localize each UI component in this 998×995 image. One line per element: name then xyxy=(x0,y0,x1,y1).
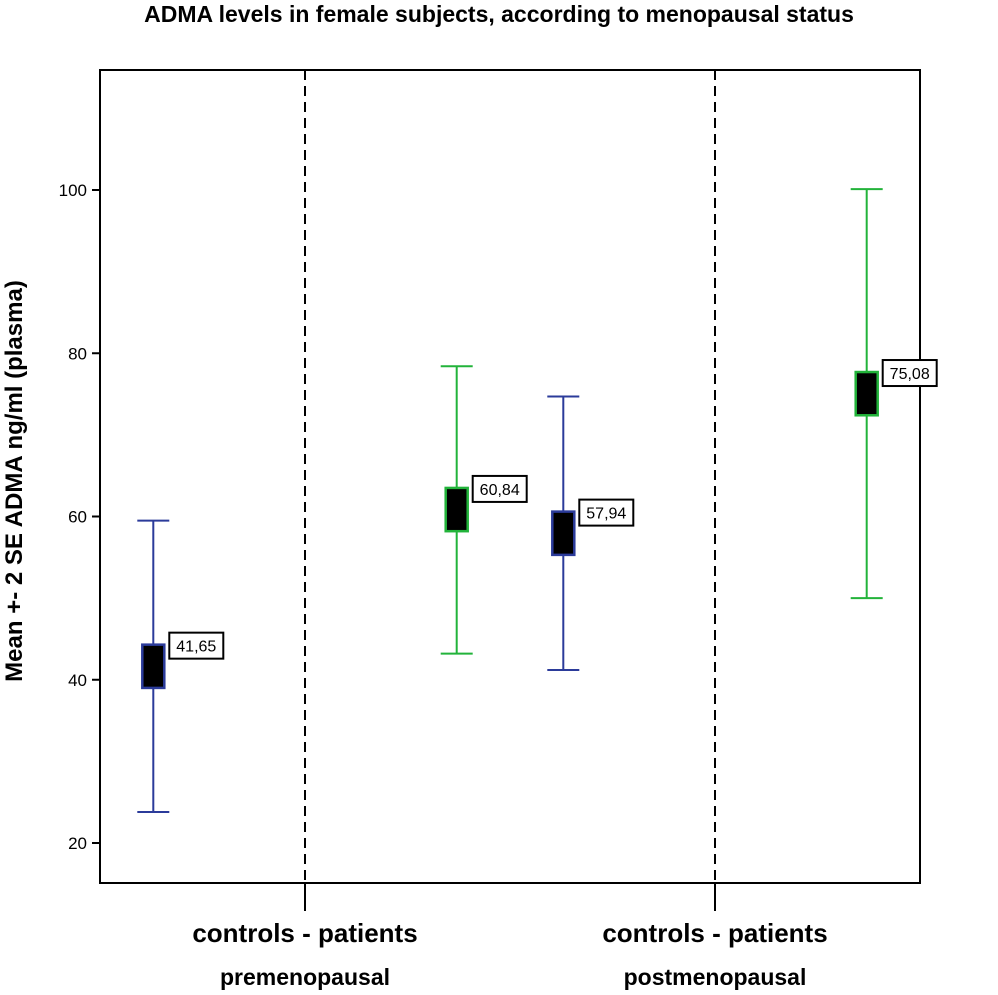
mean-data-label: 57,94 xyxy=(586,506,626,523)
y-tick-label: 20 xyxy=(68,834,87,853)
errorbar-controls-group1: 57,94 xyxy=(547,395,635,671)
chart-title: ADMA levels in female subjects, accordin… xyxy=(144,1,854,27)
errorbar-controls-group0: 41,65 xyxy=(137,519,225,813)
mean-marker xyxy=(444,486,469,533)
plot-frame xyxy=(99,69,921,884)
errorbar-patients-group1: 75,08 xyxy=(850,188,938,600)
mean-label-box xyxy=(471,474,528,503)
y-tick-label: 80 xyxy=(68,344,87,363)
mean-marker xyxy=(141,643,166,690)
errorbar-patients-group0: 60,84 xyxy=(440,365,528,655)
mean-label-box xyxy=(578,498,635,527)
x-group-label: postmenopausal xyxy=(624,964,807,990)
x-group-label: premenopausal xyxy=(220,964,390,990)
y-tick-label: 100 xyxy=(59,181,87,200)
mean-marker xyxy=(854,370,879,417)
x-category-label: controls - patients xyxy=(192,918,417,948)
y-axis-label: Mean +- 2 SE ADMA ng/ml (plasma) xyxy=(1,280,28,682)
y-tick-label: 40 xyxy=(68,671,87,690)
mean-label-box xyxy=(881,359,938,388)
mean-data-label: 60,84 xyxy=(480,482,520,499)
mean-data-label: 41,65 xyxy=(176,639,216,656)
mean-data-label: 75,08 xyxy=(890,366,930,383)
mean-marker xyxy=(551,510,576,557)
mean-label-box xyxy=(168,631,225,660)
y-tick-label: 60 xyxy=(68,508,87,527)
x-category-label: controls - patients xyxy=(602,918,827,948)
